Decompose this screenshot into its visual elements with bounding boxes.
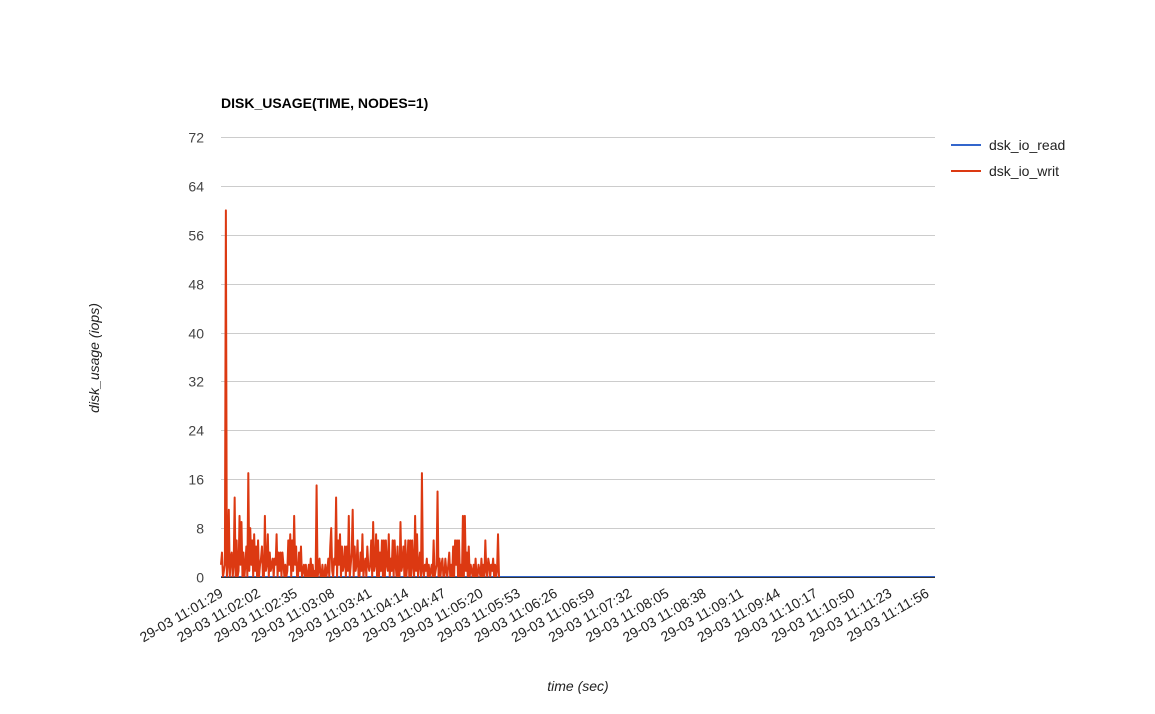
y-tick-label: 72 [188, 130, 204, 146]
legend-label-dsk_io_writ: dsk_io_writ [989, 163, 1059, 179]
legend: dsk_io_read dsk_io_writ [951, 137, 1065, 179]
y-tick-label: 16 [188, 472, 204, 488]
chart-title: DISK_USAGE(TIME, NODES=1) [221, 95, 428, 111]
y-axis-title: disk_usage (iops) [86, 303, 102, 413]
x-axis-title: time (sec) [547, 678, 608, 694]
y-tick-label: 32 [188, 374, 204, 390]
y-tick-label: 8 [196, 521, 204, 537]
y-axis-ticks: 0 8 16 24 32 40 48 56 64 72 [188, 130, 204, 586]
y-tick-label: 24 [188, 423, 204, 439]
y-tick-label: 64 [188, 179, 204, 195]
y-tick-label: 0 [196, 570, 204, 586]
y-tick-label: 48 [188, 277, 204, 293]
series-line-dsk_io_writ [220, 209, 500, 578]
series-lines [220, 209, 936, 578]
gridlines [221, 137, 935, 529]
y-tick-label: 40 [188, 326, 204, 342]
legend-label-dsk_io_read: dsk_io_read [989, 137, 1065, 153]
y-tick-label: 56 [188, 228, 204, 244]
